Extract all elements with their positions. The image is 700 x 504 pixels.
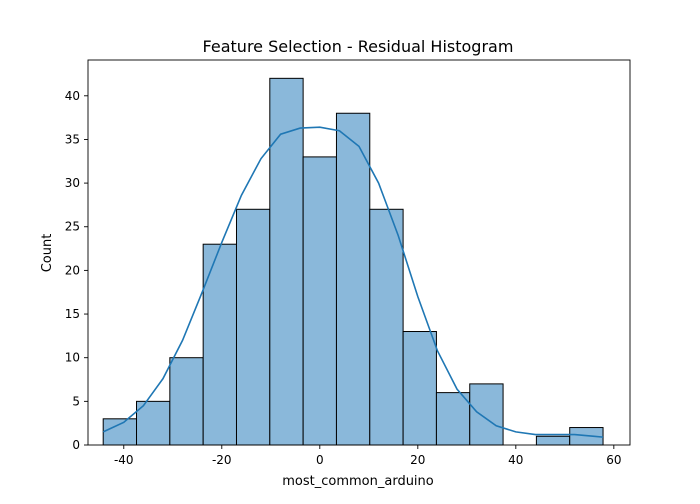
kde-curve — [102, 126, 604, 438]
histogram-bar — [102, 418, 138, 446]
x-tick-label: 20 — [410, 453, 425, 467]
y-tick-label: 30 — [65, 176, 80, 190]
axes-frame — [87, 59, 631, 446]
y-tick-label: 15 — [65, 307, 80, 321]
histogram-bar — [402, 331, 437, 446]
y-axis-label: Count — [40, 234, 55, 273]
histogram-bar — [136, 400, 171, 446]
y-tick-label: 25 — [65, 220, 80, 234]
histogram-bar — [335, 112, 371, 446]
y-tick-label: 0 — [72, 438, 80, 452]
y-tick-label: 40 — [65, 89, 80, 103]
x-axis-label: most_common_arduino — [282, 474, 434, 489]
histogram-bar — [169, 357, 204, 446]
chart-title: Feature Selection - Residual Histogram — [203, 37, 514, 56]
x-tick-label: 0 — [316, 453, 324, 467]
histogram-bar — [269, 77, 304, 446]
histogram-bar — [202, 243, 237, 446]
x-tick-label: 60 — [606, 453, 621, 467]
y-tick-label: 35 — [65, 132, 80, 146]
x-tick-label: 40 — [508, 453, 523, 467]
y-tick-label: 20 — [65, 263, 80, 277]
bars-layer — [102, 77, 604, 446]
histogram-bar — [302, 156, 337, 446]
histogram-bar — [369, 208, 404, 446]
x-axis-ticks: -40 -20 0 20 40 60 — [114, 445, 621, 467]
x-tick-label: -40 — [114, 453, 134, 467]
histogram-bar — [435, 392, 471, 446]
y-tick-label: 5 — [72, 394, 80, 408]
histogram-bar — [235, 208, 271, 446]
histogram-bar — [535, 435, 571, 446]
y-tick-label: 10 — [65, 351, 80, 365]
y-axis-ticks: 0 5 10 15 20 25 30 35 40 — [65, 89, 88, 452]
x-tick-label: -20 — [212, 453, 232, 467]
histogram-bar — [469, 383, 504, 446]
